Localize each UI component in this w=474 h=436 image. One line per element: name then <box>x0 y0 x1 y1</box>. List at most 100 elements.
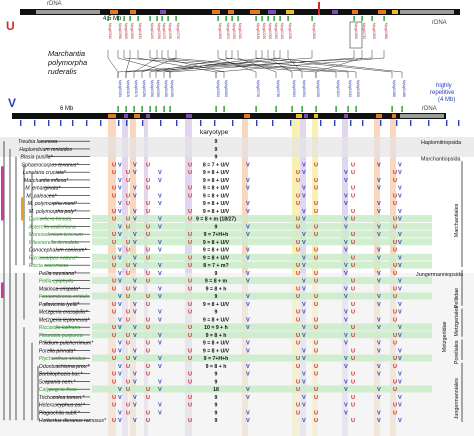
v-marker: V <box>377 410 381 416</box>
u-gene-tick <box>129 16 131 21</box>
v-marker: V <box>246 162 250 168</box>
u-marker: U <box>146 279 150 285</box>
karyotype-value: 8 = 7 + U/V <box>203 162 230 168</box>
v-marker: V <box>344 294 348 300</box>
v-marker: V <box>158 217 162 223</box>
tree-marker-magenta <box>1 166 4 221</box>
species-name: Pellia neesiana* <box>39 271 77 277</box>
v-marker: V <box>377 201 381 207</box>
u-marker: U <box>296 294 300 300</box>
u-marker: U <box>296 248 300 254</box>
u-gene-tick <box>287 16 289 21</box>
v-marker: V <box>133 240 137 246</box>
synteny-link <box>107 50 119 78</box>
u-marker: U <box>351 217 355 223</box>
repetitive-1: highly <box>436 83 452 89</box>
v-marker: V <box>302 325 306 331</box>
u-marker: U <box>393 333 397 339</box>
u-marker: U <box>112 170 116 176</box>
v-marker: V <box>133 379 137 385</box>
v-marker: V <box>344 201 348 207</box>
u-block <box>110 10 118 14</box>
v-gene-tick <box>315 106 317 112</box>
v-marker: V <box>118 341 122 347</box>
species-title-2: polymorpha <box>47 58 87 67</box>
v-marker: V <box>118 418 122 424</box>
v-marker: V <box>302 217 306 223</box>
u-marker: U <box>146 294 150 300</box>
v-marker: V <box>302 255 306 261</box>
species-name: Wiesnerella denudata <box>29 240 79 246</box>
group-labels: Haplomitriopsida Marchantiopsida Marchanti… <box>416 140 463 422</box>
v-tick <box>232 120 234 126</box>
karyotype-value: 8 = 7 + m? <box>203 263 228 269</box>
v-marker: V <box>377 248 381 254</box>
u-marker: U <box>314 410 318 416</box>
v-tick <box>396 120 398 126</box>
u-gene-tick <box>217 16 219 21</box>
v-gene-label: MpVg00430 <box>164 80 168 97</box>
v-marker: V <box>302 240 306 246</box>
u-gene-label: Mp•g02800 <box>372 23 376 39</box>
v-marker: V <box>344 410 348 416</box>
v-marker: V <box>398 302 402 308</box>
karyotype-value: 9 = 8 + U/V <box>203 341 230 347</box>
green-row-bg <box>92 385 432 393</box>
u-gene-label: Mp•g02340 <box>274 23 278 39</box>
u-marker: U <box>112 302 116 308</box>
v-gene-tick <box>163 106 165 112</box>
v-gene-label: MpVg00280 <box>142 80 146 97</box>
synteny-link <box>133 50 158 78</box>
v-marker: V <box>158 240 162 246</box>
v-marker: V <box>118 372 122 378</box>
v-gene-label: MpVg00100 <box>126 80 130 97</box>
u-marker: U <box>351 348 355 354</box>
u-marker: U <box>112 348 116 354</box>
u-marker: U <box>314 364 318 370</box>
v-marker: V <box>246 372 250 378</box>
u-chromosome: U rDNA rDNA 4.5 Mb Mp•g00510 Mp•g00560 Mp•… <box>6 1 460 49</box>
u-marker: U <box>314 325 318 331</box>
u-gene-tick <box>361 16 363 21</box>
u-gene-label: Mp•g01330 <box>157 23 161 39</box>
u-gene-tick <box>267 16 269 21</box>
u-marker: U <box>188 403 192 409</box>
u-gene-label: Mp•g02710 <box>362 23 366 39</box>
u-marker: U <box>188 255 192 261</box>
species-name: Riccia cavernosa <box>29 263 69 269</box>
v-marker: V <box>398 379 402 385</box>
u-marker: U <box>126 317 130 323</box>
u-gene-tick <box>149 16 151 21</box>
species-name: Lunularia cruciata* <box>23 170 67 176</box>
u-marker: U <box>296 286 300 292</box>
v-marker: V <box>344 224 348 230</box>
karyotype-value: 9 <box>215 379 218 385</box>
u-label: U <box>6 19 15 33</box>
v-marker: V <box>246 248 250 254</box>
v-marker: V <box>377 209 381 215</box>
v-marker: V <box>302 162 306 168</box>
v-marker: V <box>302 232 306 238</box>
u-gene-tick <box>156 16 158 21</box>
u-marker: U <box>351 232 355 238</box>
karyotype-value: 9 = 7+H+h <box>204 356 229 362</box>
v-marker: V <box>398 240 402 246</box>
group-jungermanniopsida: Jungermanniopsida <box>416 272 463 278</box>
u-marker: U <box>188 379 192 385</box>
v-marker: V <box>398 232 402 238</box>
v-gene-label: MpVg00910 <box>302 80 306 97</box>
green-row-bg <box>92 253 432 261</box>
u-marker: U <box>351 395 355 401</box>
u-marker: U <box>126 248 130 254</box>
species-name: Riccardia latifrons <box>39 325 81 331</box>
karyotype-value: 9 <box>215 294 218 300</box>
u-marker: U <box>393 387 397 393</box>
u-marker: U <box>351 255 355 261</box>
u-block <box>250 10 260 14</box>
u-marker: U <box>314 372 318 378</box>
v-marker: V <box>302 170 306 176</box>
karyotype-value: 9 <box>215 155 218 161</box>
u-marker: U <box>351 379 355 385</box>
v-gene-label: MpVg00040 <box>118 80 122 97</box>
u-marker: U <box>314 255 318 261</box>
